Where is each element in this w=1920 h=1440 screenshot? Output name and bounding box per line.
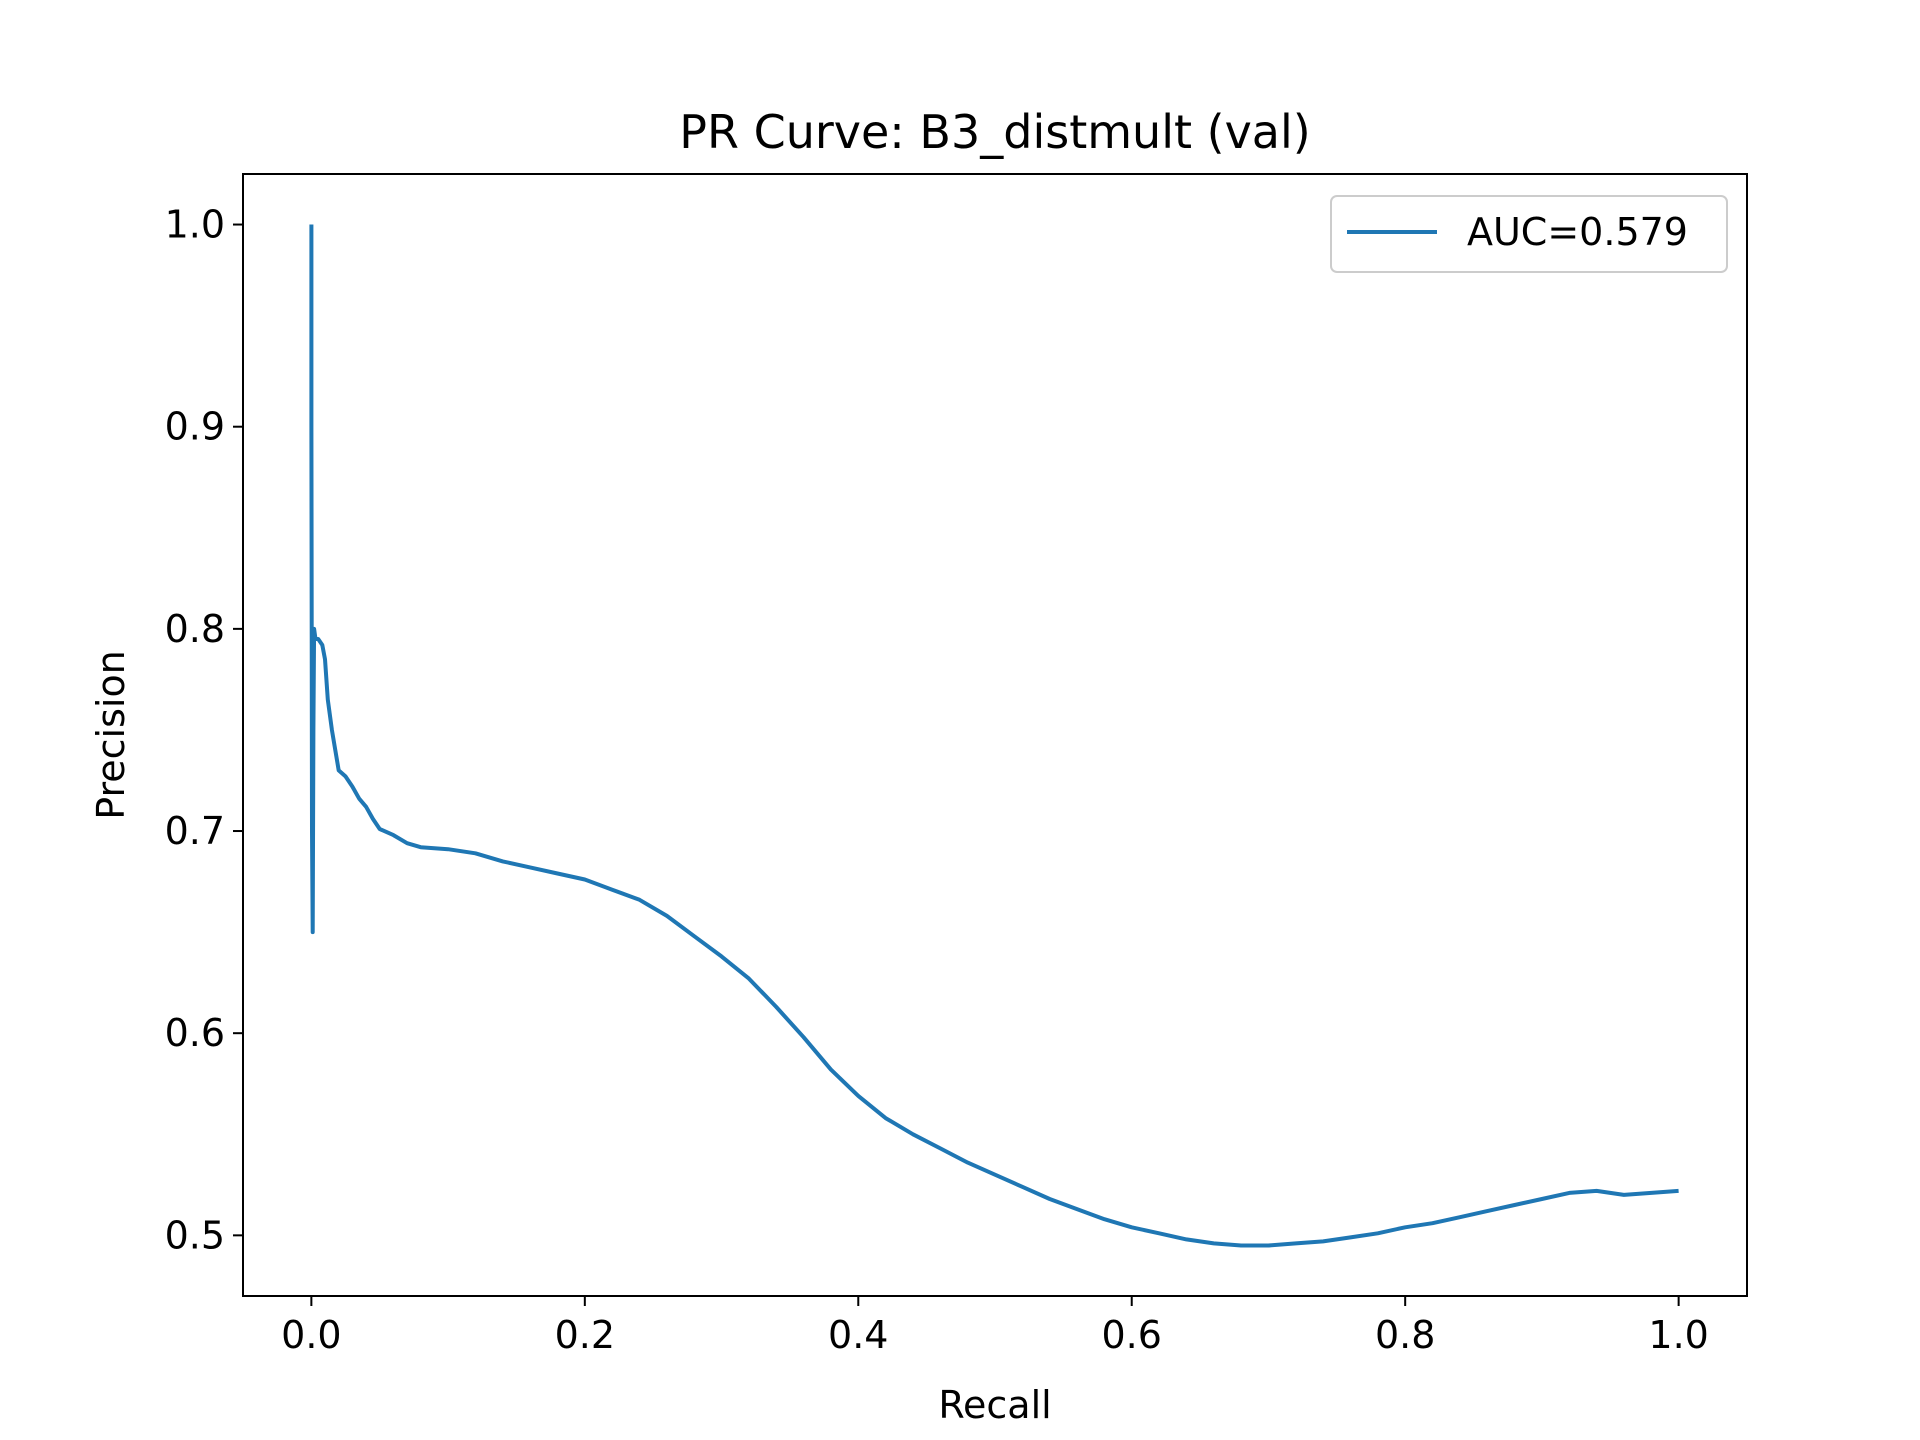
y-tick-label: 1.0: [165, 203, 225, 247]
y-tick-label: 0.7: [165, 809, 225, 853]
x-tick-label: 0.6: [1102, 1313, 1162, 1357]
y-axis-label: Precision: [89, 650, 133, 820]
legend-box: [1330, 195, 1728, 273]
plot-area: [242, 173, 1748, 1297]
x-tick-label: 0.2: [555, 1313, 615, 1357]
x-tick-label: 1.0: [1648, 1313, 1708, 1357]
legend-label: AUC=0.579: [1467, 210, 1688, 254]
x-tick-label: 0.4: [828, 1313, 888, 1357]
x-tick-label: 0.0: [281, 1313, 341, 1357]
series-layer: [309, 224, 1679, 1248]
legend: AUC=0.579: [1330, 195, 1728, 273]
y-tick-label: 0.6: [165, 1011, 225, 1055]
x-tick-label: 0.8: [1375, 1313, 1435, 1357]
y-tick-label: 0.5: [165, 1213, 225, 1257]
y-tick-label: 0.8: [165, 607, 225, 651]
y-axis: 0.5 0.6 0.7 0.8 0.9 1.0: [165, 203, 243, 1257]
x-axis-label: Recall: [938, 1383, 1051, 1427]
series-line: [309, 224, 1679, 1248]
chart-title: PR Curve: B3_distmult (val): [679, 105, 1310, 159]
y-tick-label: 0.9: [165, 405, 225, 449]
x-axis: 0.0 0.2 0.4 0.6 0.8 1.0: [281, 1296, 1709, 1357]
